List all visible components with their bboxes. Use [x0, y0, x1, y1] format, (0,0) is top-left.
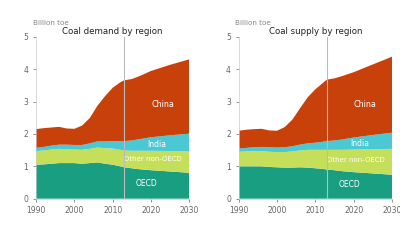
- Title: Coal supply by region: Coal supply by region: [268, 27, 362, 36]
- Title: Coal demand by region: Coal demand by region: [62, 27, 163, 36]
- Text: OECD: OECD: [136, 179, 158, 188]
- Text: Billion toe: Billion toe: [236, 20, 271, 26]
- Text: Other non-OECD: Other non-OECD: [327, 157, 384, 163]
- Text: China: China: [354, 100, 376, 109]
- Text: India: India: [350, 139, 369, 148]
- Text: China: China: [151, 100, 174, 109]
- Text: India: India: [147, 140, 166, 149]
- Text: OECD: OECD: [338, 180, 360, 189]
- Text: Other non-OECD: Other non-OECD: [124, 156, 182, 162]
- Text: Billion toe: Billion toe: [33, 20, 69, 26]
